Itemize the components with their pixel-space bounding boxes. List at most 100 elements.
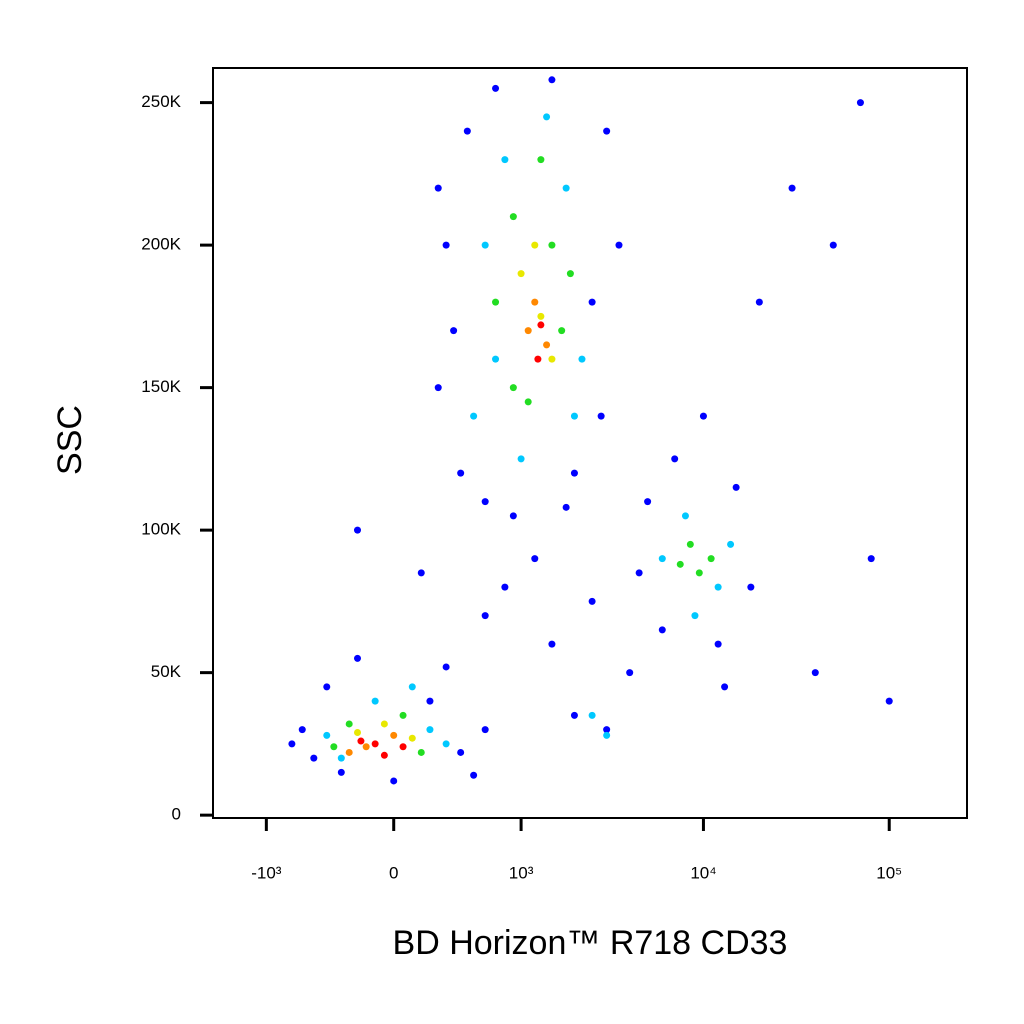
data-point bbox=[603, 127, 611, 135]
data-point bbox=[457, 748, 465, 756]
data-point bbox=[811, 669, 819, 677]
data-point bbox=[570, 469, 578, 477]
data-point bbox=[434, 384, 442, 392]
data-point bbox=[558, 327, 566, 335]
data-point bbox=[481, 241, 489, 249]
data-point bbox=[686, 540, 694, 548]
data-point bbox=[570, 412, 578, 420]
data-point bbox=[501, 583, 509, 591]
y-tick-label: 100K bbox=[141, 520, 181, 539]
data-point bbox=[566, 270, 574, 278]
data-point bbox=[691, 612, 699, 620]
data-point bbox=[537, 321, 545, 329]
data-point bbox=[603, 731, 611, 739]
data-point bbox=[707, 555, 715, 563]
data-point bbox=[310, 754, 318, 762]
data-point bbox=[390, 777, 398, 785]
data-point bbox=[721, 683, 729, 691]
data-point bbox=[442, 663, 450, 671]
data-point bbox=[353, 728, 361, 736]
data-point bbox=[548, 241, 556, 249]
data-point bbox=[481, 726, 489, 734]
x-tick-label: 10⁴ bbox=[690, 863, 716, 882]
data-point bbox=[856, 99, 864, 107]
data-point bbox=[570, 711, 578, 719]
data-point bbox=[345, 720, 353, 728]
data-point bbox=[676, 560, 684, 568]
data-point bbox=[492, 298, 500, 306]
data-point bbox=[658, 626, 666, 634]
data-point bbox=[298, 726, 306, 734]
data-point bbox=[509, 213, 517, 221]
data-point bbox=[323, 683, 331, 691]
data-point bbox=[867, 555, 875, 563]
data-point bbox=[470, 412, 478, 420]
data-point bbox=[345, 748, 353, 756]
data-point bbox=[548, 355, 556, 363]
y-tick-label: 0 bbox=[172, 805, 181, 824]
data-point bbox=[501, 156, 509, 164]
data-point bbox=[588, 711, 596, 719]
data-point bbox=[323, 731, 331, 739]
data-point bbox=[426, 697, 434, 705]
data-point bbox=[380, 751, 388, 759]
data-point bbox=[417, 748, 425, 756]
data-point bbox=[626, 669, 634, 677]
data-point bbox=[380, 720, 388, 728]
data-point bbox=[699, 412, 707, 420]
data-point bbox=[426, 726, 434, 734]
data-point bbox=[481, 612, 489, 620]
data-point bbox=[562, 503, 570, 511]
data-point bbox=[588, 597, 596, 605]
data-point bbox=[671, 455, 679, 463]
data-point bbox=[788, 184, 796, 192]
data-point bbox=[457, 469, 465, 477]
data-point bbox=[531, 555, 539, 563]
data-point bbox=[681, 512, 689, 520]
x-axis-title: BD Horizon™ R718 CD33 bbox=[393, 924, 788, 962]
data-point bbox=[470, 771, 478, 779]
data-point bbox=[755, 298, 763, 306]
data-point bbox=[408, 734, 416, 742]
data-point bbox=[531, 298, 539, 306]
data-point bbox=[517, 270, 525, 278]
data-point bbox=[658, 555, 666, 563]
data-point bbox=[337, 768, 345, 776]
data-point bbox=[353, 654, 361, 662]
data-point bbox=[492, 355, 500, 363]
data-point bbox=[442, 241, 450, 249]
data-point bbox=[442, 740, 450, 748]
data-point bbox=[537, 156, 545, 164]
data-point bbox=[747, 583, 755, 591]
data-point bbox=[524, 327, 532, 335]
data-point bbox=[371, 740, 379, 748]
data-point bbox=[362, 743, 370, 751]
data-point bbox=[509, 512, 517, 520]
data-point bbox=[463, 127, 471, 135]
data-point bbox=[732, 483, 740, 491]
x-tick-label: -10³ bbox=[251, 863, 282, 882]
data-point bbox=[481, 498, 489, 506]
data-point bbox=[531, 241, 539, 249]
data-point bbox=[517, 455, 525, 463]
data-point bbox=[562, 184, 570, 192]
data-point bbox=[288, 740, 296, 748]
y-tick-label: 200K bbox=[141, 235, 181, 254]
data-point bbox=[390, 731, 398, 739]
data-point bbox=[714, 640, 722, 648]
data-point bbox=[353, 526, 361, 534]
data-point bbox=[548, 640, 556, 648]
y-tick-label: 250K bbox=[141, 92, 181, 111]
data-point bbox=[714, 583, 722, 591]
data-point bbox=[434, 184, 442, 192]
data-point bbox=[644, 498, 652, 506]
data-point bbox=[543, 341, 551, 349]
data-point bbox=[588, 298, 596, 306]
x-tick-label: 10³ bbox=[509, 863, 534, 882]
data-point bbox=[537, 312, 545, 320]
data-point bbox=[371, 697, 379, 705]
data-point bbox=[524, 398, 532, 406]
data-point bbox=[578, 355, 586, 363]
x-tick-label: 10⁵ bbox=[876, 863, 902, 882]
data-point bbox=[597, 412, 605, 420]
